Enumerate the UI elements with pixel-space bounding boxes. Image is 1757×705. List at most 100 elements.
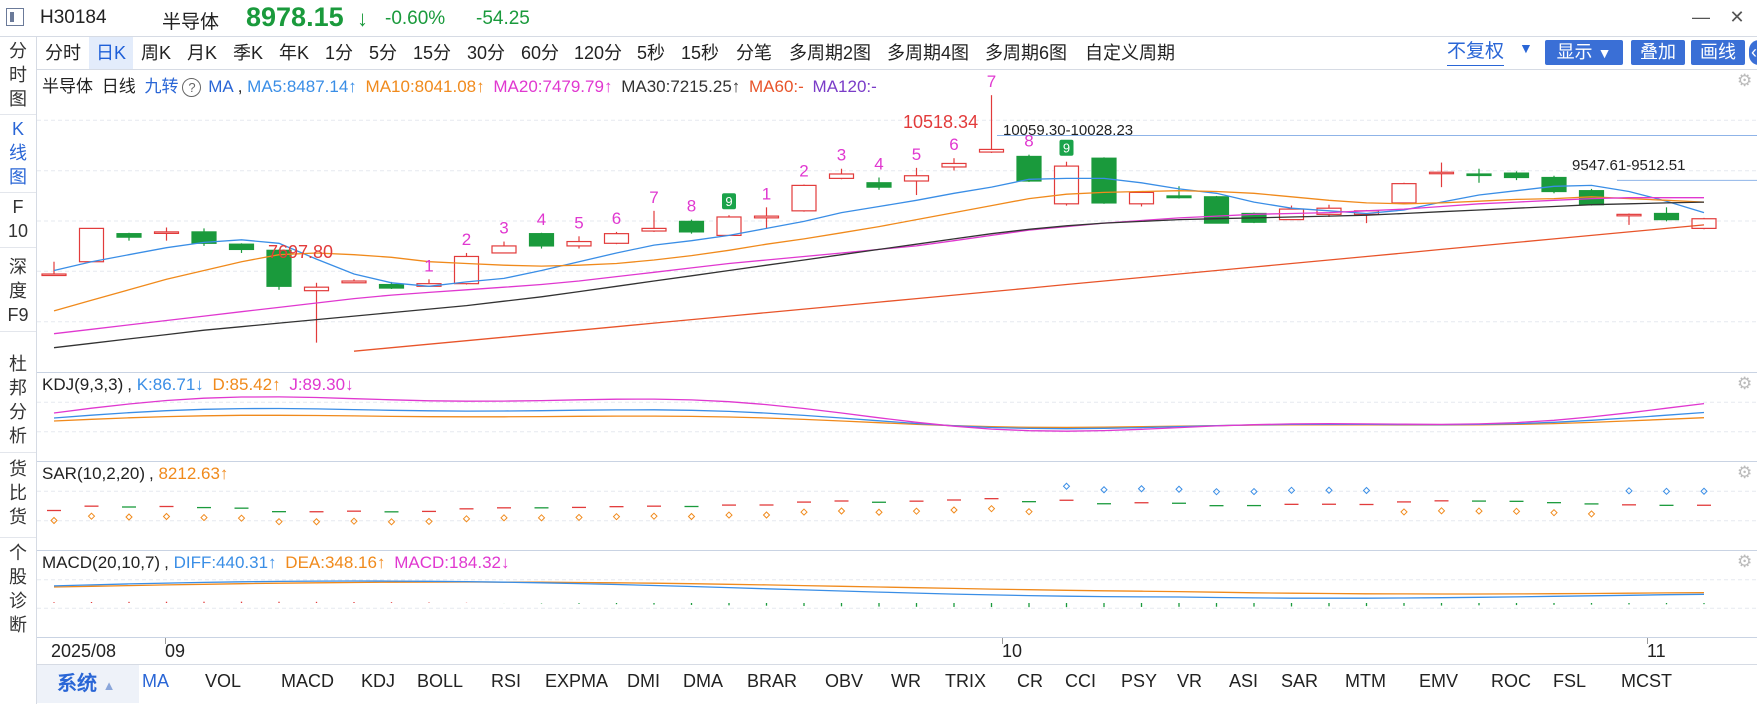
tab-period-8[interactable]: 15分: [412, 43, 452, 63]
indicator-dmi[interactable]: DMI: [627, 671, 660, 691]
kdj-settings-gear-icon[interactable]: ⚙: [1737, 374, 1753, 393]
indicator-vr[interactable]: VR: [1177, 671, 1203, 691]
indicator-sar[interactable]: SAR: [1281, 671, 1319, 691]
display-button[interactable]: 显示 ▼: [1545, 40, 1623, 65]
candle[interactable]: [1653, 207, 1680, 222]
indicator-trix[interactable]: TRIX: [945, 671, 987, 691]
candle[interactable]: [228, 243, 255, 253]
tab-period-18[interactable]: 自定义周期: [1085, 43, 1175, 63]
sidebar-item-intraday[interactable]: 分 时 图: [0, 37, 36, 115]
kdj-panel[interactable]: KDJ(9,3,3), K:86.71↓ D:85.42↑ J:89.30↓ ⚙: [37, 373, 1757, 462]
candle[interactable]: [941, 158, 967, 171]
sidebar-item-dupont[interactable]: 杜 邦 分 析: [0, 350, 36, 453]
indicator-boll[interactable]: BOLL: [417, 671, 464, 691]
kline-settings-gear-icon[interactable]: ⚙: [1737, 71, 1753, 90]
tab-period-10[interactable]: 60分: [520, 43, 560, 63]
nine-turn-toggle[interactable]: 九转: [144, 77, 179, 96]
tab-period-0[interactable]: 分时: [45, 43, 81, 63]
indicator-ma[interactable]: MA: [142, 671, 169, 691]
indicator-dma[interactable]: DMA: [683, 671, 723, 691]
candle[interactable]: [1466, 168, 1492, 183]
candle[interactable]: [1128, 191, 1155, 207]
candle[interactable]: [491, 241, 517, 254]
indicator-cr[interactable]: CR: [1017, 671, 1043, 691]
tab-period-2[interactable]: 周K: [140, 43, 171, 63]
sidebar-item-kline[interactable]: K 线 图: [0, 115, 36, 193]
candle[interactable]: [1616, 213, 1642, 225]
macd-panel[interactable]: MACD(20,10,7), DIFF:440.31↑ DEA:348.16↑ …: [37, 551, 1757, 638]
candle[interactable]: [528, 232, 555, 249]
candle[interactable]: [903, 167, 930, 196]
candle[interactable]: [978, 95, 1005, 153]
tab-period-15[interactable]: 多周期2图: [788, 43, 871, 63]
sar-panel[interactable]: SAR(10,2,20), 8212.63↑ ⚙: [37, 462, 1757, 551]
candle[interactable]: [41, 261, 67, 277]
macd-settings-gear-icon[interactable]: ⚙: [1737, 552, 1753, 571]
candle[interactable]: [866, 177, 892, 190]
candle[interactable]: [453, 252, 480, 285]
indicator-roc[interactable]: ROC: [1491, 671, 1531, 691]
indicator-wr[interactable]: WR: [891, 671, 921, 691]
minimize-icon[interactable]: —: [1692, 7, 1710, 27]
tab-period-11[interactable]: 120分: [573, 43, 623, 63]
candle[interactable]: [603, 231, 630, 245]
candle[interactable]: [1691, 217, 1717, 230]
tab-period-14[interactable]: 分笔: [736, 43, 772, 63]
draw-line-button[interactable]: 画线: [1691, 40, 1745, 65]
collapse-button-icon[interactable]: ‹: [1749, 40, 1757, 65]
candle[interactable]: [1503, 171, 1530, 181]
candle[interactable]: [1091, 157, 1117, 204]
tab-period-1[interactable]: 日K: [89, 37, 133, 69]
sar-settings-gear-icon[interactable]: ⚙: [1737, 463, 1753, 482]
tab-period-7[interactable]: 5分: [368, 43, 397, 63]
candle[interactable]: [716, 215, 742, 237]
candle[interactable]: [678, 219, 705, 234]
tab-period-5[interactable]: 年K: [278, 43, 309, 63]
indicator-macd[interactable]: MACD: [281, 671, 334, 691]
candle[interactable]: [1053, 161, 1080, 206]
candle[interactable]: [341, 279, 367, 284]
sidebar-item-compare[interactable]: 货 比 货: [0, 455, 36, 538]
indicator-mcst[interactable]: MCST: [1621, 671, 1672, 691]
sidebar-item-depth-f9[interactable]: 深 度 F9: [0, 249, 36, 332]
indicator-vol[interactable]: VOL: [205, 671, 242, 691]
tab-period-9[interactable]: 30分: [466, 43, 506, 63]
system-indicator-menu[interactable]: 系统 ▲: [37, 665, 139, 703]
indicator-fsl[interactable]: FSL: [1553, 671, 1587, 691]
overlay-button[interactable]: 叠加: [1631, 40, 1685, 65]
candle[interactable]: [1541, 175, 1567, 194]
indicator-obv[interactable]: OBV: [825, 671, 864, 691]
indicator-asi[interactable]: ASI: [1229, 671, 1259, 691]
indicator-brar[interactable]: BRAR: [747, 671, 798, 691]
close-icon[interactable]: ✕: [1729, 7, 1745, 27]
help-icon[interactable]: ?: [182, 78, 202, 97]
tab-period-4[interactable]: 季K: [232, 43, 263, 63]
kline-chart[interactable]: 1 2 3 4 5 6 7 8 9 1 2 3 4 5 6 7 8 9: [37, 70, 1757, 372]
tab-period-12[interactable]: 5秒: [636, 43, 665, 63]
kline-panel[interactable]: 1 2 3 4 5 6 7 8 9 1 2 3 4 5 6 7 8 9 半导体 日线 九转? MA, MA5:84…: [37, 70, 1757, 373]
candle[interactable]: [753, 207, 780, 229]
candle[interactable]: [828, 168, 855, 180]
candle[interactable]: [1016, 154, 1042, 182]
indicator-mtm[interactable]: MTM: [1345, 671, 1386, 691]
tab-period-6[interactable]: 1分: [324, 43, 353, 63]
tab-period-17[interactable]: 多周期6图: [984, 43, 1067, 63]
indicator-psy[interactable]: PSY: [1121, 671, 1158, 691]
candle[interactable]: [153, 227, 180, 241]
indicator-rsi[interactable]: RSI: [491, 671, 522, 691]
tab-period-3[interactable]: 月K: [186, 43, 217, 63]
fuquan-select[interactable]: 不复权: [1447, 39, 1505, 66]
indicator-cci[interactable]: CCI: [1065, 671, 1096, 691]
candle[interactable]: [791, 184, 817, 212]
fuquan-caret-icon[interactable]: ▼: [1519, 40, 1533, 56]
candle[interactable]: [1391, 182, 1417, 204]
candle[interactable]: [1428, 162, 1455, 188]
candle[interactable]: [303, 282, 330, 343]
candle[interactable]: [78, 227, 105, 263]
tab-period-13[interactable]: 15秒: [680, 43, 720, 63]
sidebar-item-diagnosis[interactable]: 个 股 诊 断: [0, 539, 36, 641]
candle[interactable]: [566, 236, 592, 249]
sidebar-item-f10[interactable]: F 10: [0, 193, 36, 248]
tab-period-16[interactable]: 多周期4图: [886, 43, 969, 63]
sidebar-toggle-icon[interactable]: [6, 8, 24, 26]
